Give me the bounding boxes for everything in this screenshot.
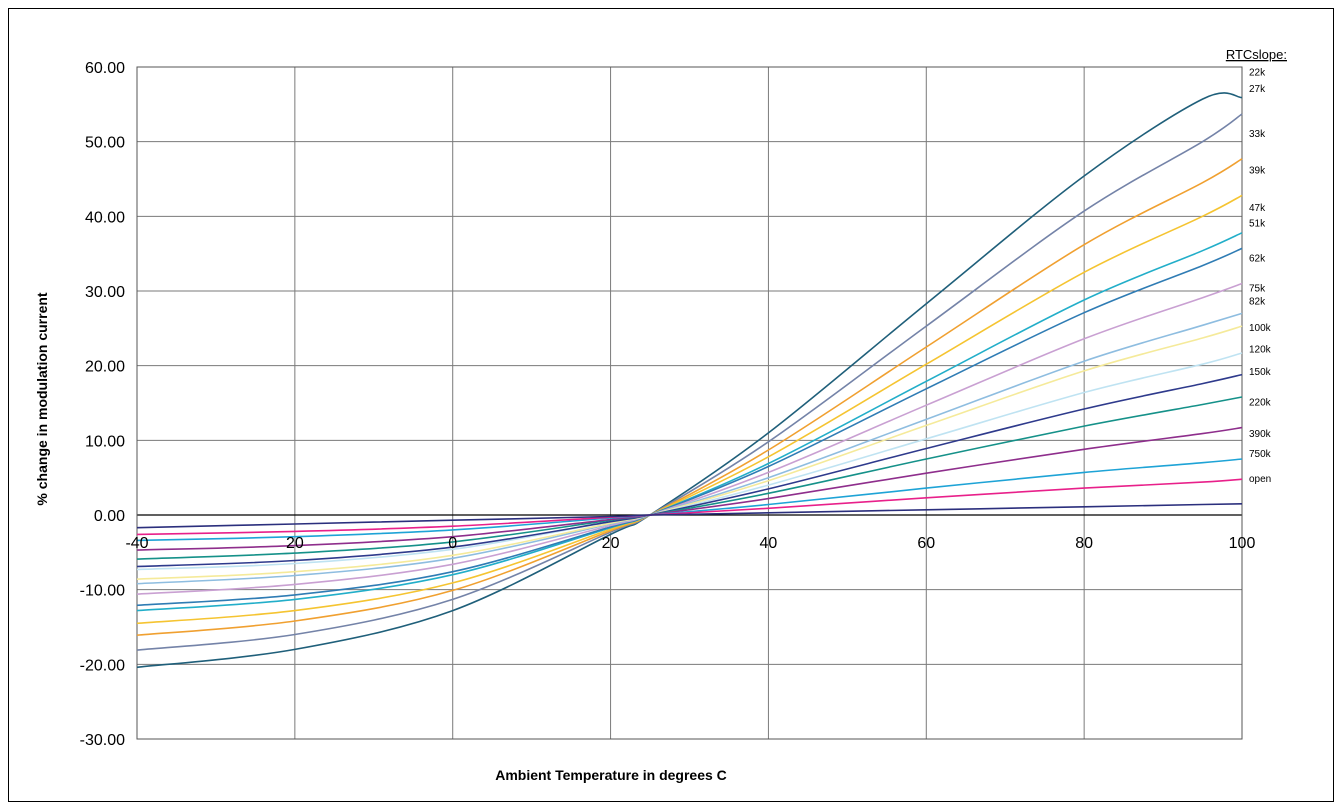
y-tick-labels: 60.00 50.00 40.00 30.00 20.00 10.00 0.00 -10.00… bbox=[80, 60, 125, 749]
legend-label-22k: 22k bbox=[1249, 68, 1266, 79]
x-tick-label: 20 bbox=[286, 535, 304, 552]
legend-label-120k: 120k bbox=[1249, 345, 1272, 356]
legend-label-47k: 47k bbox=[1249, 203, 1266, 214]
line-chart: 60.00 50.00 40.00 30.00 20.00 10.00 0.00 -10.00… bbox=[34, 47, 1287, 783]
y-tick-label: -20.00 bbox=[80, 657, 125, 674]
series-line-51k bbox=[136, 247, 1243, 607]
x-axis-label: Ambient Temperature in degrees C bbox=[495, 767, 727, 783]
series-line-62k bbox=[136, 282, 1243, 595]
series-line-open bbox=[136, 503, 1243, 529]
x-tick-label: 100 bbox=[1229, 535, 1256, 552]
y-tick-label: 50.00 bbox=[85, 135, 125, 152]
series-line-33k bbox=[136, 158, 1243, 636]
y-tick-label: 10.00 bbox=[85, 433, 125, 450]
series-line-150k bbox=[136, 396, 1243, 560]
series-line-75k bbox=[136, 312, 1243, 585]
grid-lines bbox=[136, 66, 1243, 740]
y-tick-label: -30.00 bbox=[80, 732, 125, 749]
x-tick-label: 0 bbox=[448, 535, 457, 552]
legend-label-390k: 390k bbox=[1249, 429, 1272, 440]
y-axis-label: % change in modulation current bbox=[34, 292, 50, 505]
y-tick-label: 0.00 bbox=[94, 508, 125, 525]
series-line-39k bbox=[136, 194, 1243, 625]
legend-label-150k: 150k bbox=[1249, 367, 1272, 378]
legend-label-750k: 750k bbox=[1249, 449, 1272, 460]
chart-frame: 60.00 50.00 40.00 30.00 20.00 10.00 0.00 -10.00… bbox=[8, 8, 1334, 802]
x-tick-label: 40 bbox=[760, 535, 778, 552]
legend-label-220k: 220k bbox=[1249, 398, 1272, 409]
x-tick-label: 60 bbox=[917, 535, 935, 552]
series-line-100k bbox=[136, 352, 1243, 571]
legend-label-27k: 27k bbox=[1249, 84, 1266, 95]
plot-border bbox=[136, 66, 1243, 740]
x-tick-label: 80 bbox=[1075, 535, 1093, 552]
y-tick-label: 60.00 bbox=[85, 60, 125, 77]
legend-label-82k: 82k bbox=[1249, 296, 1266, 307]
series-line-750k bbox=[136, 478, 1243, 536]
y-tick-label: -10.00 bbox=[80, 583, 125, 600]
legend-label-33k: 33k bbox=[1249, 129, 1266, 140]
series-line-27k bbox=[136, 113, 1243, 651]
series-line-220k bbox=[136, 426, 1243, 551]
legend-labels: 22k 27k 33k 39k 47k 51k 62k 75k 82k 100k 120k 150k 2… bbox=[1249, 68, 1272, 485]
series-line-390k bbox=[136, 458, 1243, 542]
legend-label-51k: 51k bbox=[1249, 218, 1266, 229]
y-tick-label: 20.00 bbox=[85, 359, 125, 376]
series-line-82k bbox=[136, 325, 1243, 580]
y-tick-label: 30.00 bbox=[85, 284, 125, 301]
series-line-47k bbox=[136, 232, 1243, 612]
series-line-22k bbox=[136, 92, 1243, 669]
legend-label-100k: 100k bbox=[1249, 323, 1272, 334]
legend-title: RTCslope: bbox=[1226, 47, 1287, 62]
x-tick-labels: -40 20 0 20 40 60 80 100 bbox=[125, 535, 1255, 552]
legend-label-62k: 62k bbox=[1249, 254, 1266, 265]
x-tick-label: 20 bbox=[602, 535, 620, 552]
series-lines bbox=[136, 92, 1243, 669]
y-tick-label: 40.00 bbox=[85, 209, 125, 226]
legend-label-open: open bbox=[1249, 474, 1271, 485]
series-line-120k bbox=[136, 373, 1243, 568]
legend-label-75k: 75k bbox=[1249, 283, 1266, 294]
x-tick-label: -40 bbox=[125, 535, 148, 552]
legend-label-39k: 39k bbox=[1249, 165, 1266, 176]
